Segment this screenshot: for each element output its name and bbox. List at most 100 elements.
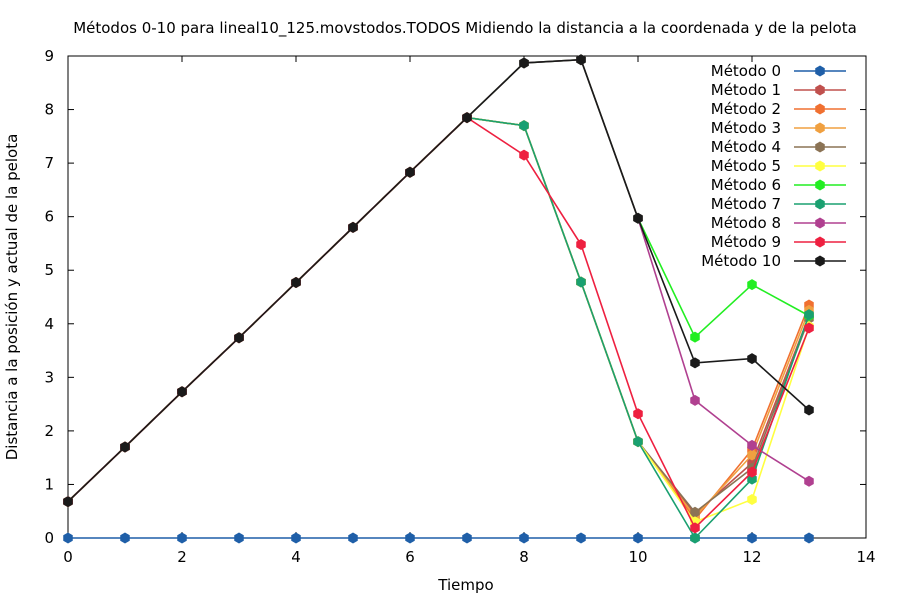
series-group — [63, 54, 814, 508]
data-point — [690, 522, 700, 534]
x-axis-label: Tiempo — [437, 576, 493, 594]
y-tick-label: 2 — [44, 422, 54, 440]
y-axis: 0 1 2 3 4 5 6 7 8 9 — [44, 47, 866, 547]
data-point — [291, 277, 301, 289]
legend-marker — [815, 198, 825, 210]
legend-label: Método 6 — [711, 176, 781, 194]
y-axis-label: Distancia a la posición y actual de la p… — [3, 134, 21, 461]
data-point — [576, 276, 586, 288]
legend-label: Método 5 — [711, 157, 781, 175]
x-tick-label: 0 — [63, 548, 73, 566]
data-point — [120, 441, 130, 453]
data-point — [804, 322, 814, 334]
y-tick-label: 0 — [44, 529, 54, 547]
data-point — [234, 532, 244, 544]
data-point — [633, 212, 643, 224]
data-point — [747, 493, 757, 505]
series-line — [67, 58, 810, 503]
data-point — [519, 57, 529, 69]
data-point — [519, 149, 529, 161]
data-point — [747, 532, 757, 544]
data-point — [120, 532, 130, 544]
y-tick-label: 4 — [44, 315, 54, 333]
data-point — [234, 332, 244, 344]
legend-marker — [815, 84, 825, 96]
data-point — [462, 112, 472, 124]
y-tick-label: 3 — [44, 368, 54, 386]
series-group — [63, 112, 814, 520]
legend-label: Método 4 — [711, 138, 781, 156]
data-point — [462, 532, 472, 544]
data-point — [690, 331, 700, 343]
legend-marker — [815, 217, 825, 229]
series-line — [67, 116, 810, 540]
legend-label: Método 9 — [711, 233, 781, 251]
series-group — [63, 112, 814, 528]
series-group — [63, 532, 814, 544]
chart-title: Métodos 0-10 para lineal10_125.movstodos… — [73, 19, 857, 38]
data-point — [177, 386, 187, 398]
series-line — [67, 58, 810, 503]
series-line — [67, 116, 810, 514]
data-point — [747, 353, 757, 365]
data-point — [63, 496, 73, 508]
series-group — [63, 54, 814, 508]
legend-label: Método 7 — [711, 195, 781, 213]
data-point — [804, 475, 814, 487]
data-point — [690, 357, 700, 369]
legend-label: Método 2 — [711, 100, 781, 118]
series-layer — [63, 54, 814, 544]
legend-label: Método 8 — [711, 214, 781, 232]
data-point — [405, 532, 415, 544]
data-point — [348, 532, 358, 544]
x-tick-label: 2 — [177, 548, 187, 566]
x-tick-label: 8 — [519, 548, 529, 566]
legend-marker — [815, 255, 825, 267]
series-line — [67, 116, 810, 518]
x-tick-label: 4 — [291, 548, 301, 566]
legend-label: Método 0 — [711, 62, 781, 80]
legend-marker — [815, 160, 825, 172]
legend-label: Método 10 — [701, 252, 781, 270]
data-point — [747, 466, 757, 478]
legend-label: Método 3 — [711, 119, 781, 137]
data-point — [519, 532, 529, 544]
data-point — [747, 449, 757, 461]
data-point — [804, 309, 814, 321]
data-point — [633, 408, 643, 420]
series-group — [63, 112, 814, 534]
series-line — [67, 58, 810, 503]
data-point — [804, 404, 814, 416]
legend-marker — [815, 236, 825, 248]
data-point — [747, 473, 757, 485]
data-point — [633, 532, 643, 544]
data-point — [747, 439, 757, 451]
data-point — [405, 166, 415, 178]
legend-marker — [815, 122, 825, 134]
data-point — [576, 532, 586, 544]
series-group — [63, 112, 814, 544]
series-line — [67, 116, 810, 523]
data-point — [63, 532, 73, 544]
y-tick-label: 5 — [44, 261, 54, 279]
y-tick-label: 1 — [44, 475, 54, 493]
legend-marker — [815, 103, 825, 115]
data-point — [291, 532, 301, 544]
data-point — [690, 394, 700, 406]
y-tick-label: 8 — [44, 101, 54, 119]
series-group — [63, 54, 814, 508]
series-line — [67, 116, 810, 516]
data-point — [348, 221, 358, 233]
data-point — [633, 436, 643, 448]
x-tick-label: 12 — [742, 548, 761, 566]
legend-label: Método 1 — [711, 81, 781, 99]
data-point — [804, 532, 814, 544]
series-line — [67, 116, 810, 521]
data-point — [519, 120, 529, 132]
data-point — [747, 279, 757, 291]
data-point — [690, 506, 700, 518]
data-point — [576, 54, 586, 66]
legend-marker — [815, 65, 825, 77]
